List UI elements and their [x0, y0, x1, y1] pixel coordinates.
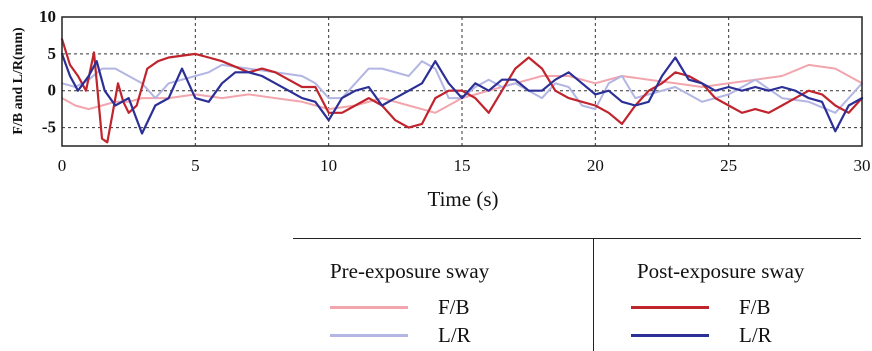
legend-label: L/R [739, 323, 772, 347]
series-line-4 [60, 52, 864, 135]
series-line-1 [61, 63, 863, 114]
y-tick-label: -5 [42, 118, 56, 137]
legend-swatch [631, 334, 709, 337]
series-line-2 [61, 60, 863, 114]
x-tick-label: 15 [454, 156, 471, 175]
x-tick-label: 30 [854, 156, 871, 175]
legend-swatch [631, 306, 709, 309]
legend-swatch [330, 306, 408, 309]
legend-group-pre-exposure: Pre-exposure sway F/B L/R [293, 239, 593, 351]
legend-label: F/B [739, 295, 771, 319]
x-tick-label: 20 [587, 156, 604, 175]
y-tick-label: 0 [48, 81, 57, 100]
legend-group-post-exposure: Post-exposure sway F/B L/R [593, 239, 862, 351]
legend-swatch [330, 334, 408, 337]
x-tick-label: 5 [191, 156, 200, 175]
x-axis-label: Time (s) [428, 187, 499, 211]
legend-group-title: Pre-exposure sway [330, 259, 490, 283]
y-tick-label: 10 [39, 7, 56, 26]
series-layer [60, 37, 864, 144]
legend: Pre-exposure sway F/B L/R Post-exposure … [293, 238, 861, 351]
series-line-3 [60, 37, 864, 144]
y-tick-label: 5 [48, 44, 57, 63]
plot-frame [61, 16, 863, 147]
y-tick-labels: 10 5 0 -5 [39, 7, 56, 137]
legend-label: F/B [438, 295, 470, 319]
x-tick-labels: 0 5 10 15 20 25 30 [58, 156, 871, 175]
x-tick-label: 0 [58, 156, 67, 175]
x-tick-label: 10 [320, 156, 337, 175]
x-tick-label: 25 [720, 156, 737, 175]
y-axis-label: F/B and L/R(mm) [11, 27, 26, 135]
legend-group-title: Post-exposure sway [637, 259, 805, 283]
legend-label: L/R [438, 323, 471, 347]
